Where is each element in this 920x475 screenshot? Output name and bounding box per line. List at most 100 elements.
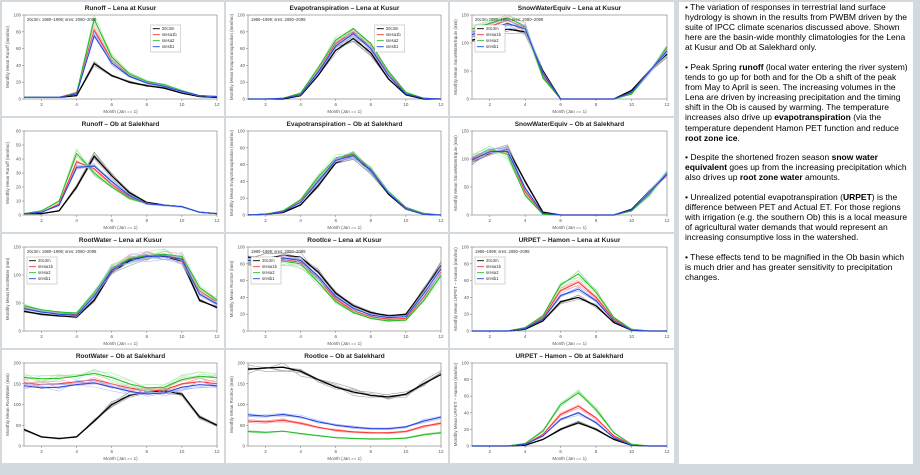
- chart-panel-11: RootIce – Ob at Salekhard 2 4 6 8 10 12 0 50 100 1…: [226, 350, 448, 463]
- ensemble-line: [23, 383, 218, 395]
- y-tick-label: 0: [18, 97, 21, 102]
- x-tick-label: 10: [403, 334, 409, 339]
- y-tick-label: 0: [242, 97, 245, 102]
- series-sresb1: [23, 380, 218, 397]
- chart-panel-3: SnowWaterEquiv – Lena at Kusur 2 4 6 8 10 12 0 5…: [450, 2, 674, 116]
- chart-title: URPET – Hamon – Lena at Kusur: [519, 237, 621, 244]
- ensemble-line: [472, 391, 667, 447]
- legend: 20c3m: 1980–1999; sres: 2080–209920c3msr…: [26, 249, 97, 285]
- x-tick-label: 4: [299, 218, 302, 223]
- series-line: [472, 422, 667, 447]
- ensemble-line: [23, 380, 218, 397]
- x-tick-label: 12: [438, 218, 444, 223]
- series-sresb1: [247, 150, 442, 216]
- ensemble-line: [247, 157, 442, 216]
- x-tick-label: 8: [146, 449, 149, 454]
- y-tick-label: 40: [240, 295, 246, 300]
- y-tick-label: 40: [240, 179, 246, 184]
- chart-title: Evapotranspiration – Ob at Salekhard: [287, 121, 403, 128]
- x-tick-label: 10: [179, 102, 185, 107]
- note-paragraph-4: • Unrealized potential evapotranspiratio…: [685, 192, 910, 242]
- x-tick-label: 6: [110, 449, 113, 454]
- legend-box: [374, 24, 406, 53]
- chart-title: URPET – Hamon – Ob at Salekhard: [515, 353, 623, 360]
- legend-entry: sresa1b: [486, 32, 502, 37]
- plot-frame: [23, 14, 218, 100]
- note-paragraph-1: • The variation of responses in terrestr…: [685, 2, 910, 52]
- chart-8: RootIce – Lena at Kusur 2 4 6 8 10 12 0 20 40 60 80…: [229, 237, 444, 346]
- y-tick-label: 150: [461, 129, 469, 134]
- y-tick-label: 60: [240, 278, 246, 283]
- chart-panel-4: Runoff – Ob at Salekhard 2 4 6 8 10 12 0 10 20 30 4…: [2, 118, 224, 232]
- y-tick-label: 40: [16, 63, 22, 68]
- series-line: [23, 161, 218, 215]
- series-line: [472, 392, 667, 447]
- legend-entry: sresa1b: [162, 32, 178, 37]
- ensemble-line: [23, 380, 218, 395]
- chart-title: RootWater – Ob at Salekhard: [76, 353, 165, 360]
- ensemble-line: [247, 158, 442, 216]
- note-text: goes up from the increasing precipitatio…: [685, 162, 907, 183]
- legend: 1980–1999; sres: 2080–209920c3msresa1bsr…: [250, 249, 306, 285]
- ensemble-line: [23, 388, 218, 440]
- ensemble-line: [247, 152, 442, 216]
- legend-title: 1980–1999; sres: 2080–2099: [251, 249, 306, 254]
- legend-entry: 20c3m: [486, 258, 499, 263]
- y-axis-label: Monthly Mean SnowWaterEquiv (mm): [453, 19, 458, 95]
- x-tick-label: 2: [40, 449, 43, 454]
- y-tick-label: 0: [466, 97, 469, 102]
- plot-frame: [23, 246, 218, 332]
- series-sresa2: [23, 148, 218, 215]
- series-line: [247, 430, 442, 440]
- chart-11: RootIce – Ob at Salekhard 2 4 6 8 10 12 0 50 100 1…: [229, 353, 444, 461]
- ensemble-line: [472, 288, 668, 332]
- chart-9: URPET – Hamon – Lena at Kusur 2 4 6 8 10 12 0 20…: [453, 237, 670, 346]
- x-tick-label: 10: [629, 218, 635, 223]
- ensemble-line: [23, 27, 218, 98]
- chart-12: URPET – Hamon – Ob at Salekhard 2 4 6 8 10 12 0…: [453, 353, 670, 461]
- ensemble-line: [248, 40, 441, 100]
- legend-entry: sresa1b: [386, 32, 402, 37]
- note-emphasis: root zone water: [739, 172, 803, 183]
- legend-entry: sresa1b: [262, 264, 278, 269]
- series-20c3m: [471, 294, 668, 332]
- ensemble-line: [23, 14, 218, 98]
- y-tick-label: 20: [16, 80, 22, 85]
- series-line: [23, 372, 218, 389]
- y-axis-label: Monthly Mean Runoff (mm/mo): [5, 142, 10, 204]
- x-tick-label: 4: [299, 334, 302, 339]
- chart-title: Runoff – Lena at Kusur: [85, 5, 157, 12]
- x-tick-label: 8: [146, 102, 149, 107]
- legend-entry: 20c3m: [486, 26, 499, 31]
- x-axis-label: Month (Jan == 1): [103, 341, 138, 346]
- y-tick-label: 0: [18, 329, 21, 334]
- chart-4: Runoff – Ob at Salekhard 2 4 6 8 10 12 0 10 20 30 4…: [5, 121, 220, 230]
- chart-title: SnowWaterEquiv – Ob at Salekhard: [515, 121, 625, 128]
- series-20c3m: [471, 420, 668, 447]
- ensemble-line: [23, 388, 218, 439]
- ensemble-line: [471, 411, 667, 447]
- y-tick-label: 0: [242, 444, 245, 449]
- legend-entry: sresa1b: [38, 264, 54, 269]
- y-tick-label: 100: [13, 273, 21, 278]
- ensemble-line: [247, 152, 442, 216]
- y-tick-label: 0: [466, 329, 469, 334]
- ensemble-line: [23, 17, 218, 98]
- y-tick-label: 200: [13, 361, 21, 366]
- note-paragraph-2: • Peak Spring runoff (local water enteri…: [685, 62, 910, 143]
- x-tick-label: 8: [146, 334, 149, 339]
- y-tick-label: 80: [464, 377, 470, 382]
- x-tick-label: 4: [75, 449, 78, 454]
- ensemble-line: [23, 370, 218, 391]
- note-text: ) is the difference between PET and Actu…: [685, 192, 908, 243]
- series-sresb1: [23, 163, 218, 215]
- ensemble-line: [23, 387, 218, 440]
- series-sresa1b: [471, 279, 668, 332]
- y-tick-label: 20: [16, 185, 22, 190]
- x-tick-label: 10: [179, 449, 185, 454]
- y-tick-label: 60: [464, 394, 470, 399]
- y-tick-label: 40: [16, 157, 22, 162]
- chart-title: Evapotranspiration – Lena at Kusur: [290, 5, 400, 12]
- x-tick-label: 4: [299, 449, 302, 454]
- chart-title: RootIce – Ob at Salekhard: [304, 353, 385, 360]
